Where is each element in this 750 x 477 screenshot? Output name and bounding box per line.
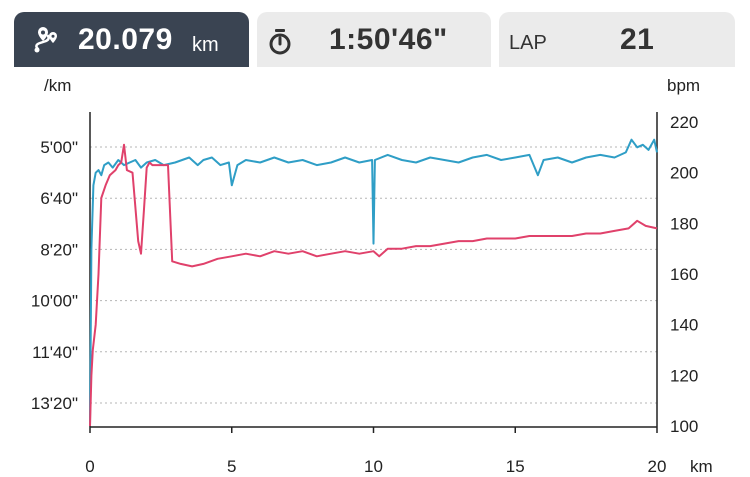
time-tab[interactable]: 1:50'46" bbox=[257, 12, 491, 67]
pace-heart-rate-chart: /km bpm 5'00" 6'40" 8'20" 10'00" 11'40" 13'20… bbox=[31, 77, 713, 476]
distance-tab[interactable]: 20.079 km bbox=[14, 12, 249, 67]
lap-count: 21 bbox=[620, 23, 655, 56]
right-tick-label: 180 bbox=[670, 214, 698, 233]
heart-rate-series-line bbox=[89, 143, 658, 427]
left-tick-label: 5'00" bbox=[40, 138, 78, 157]
x-tick-label: 10 bbox=[364, 457, 383, 476]
elapsed-time-value: 1:50'46" bbox=[329, 23, 448, 56]
x-tick-label: 5 bbox=[227, 457, 236, 476]
left-tick-label: 13'20" bbox=[31, 394, 78, 413]
right-tick-label: 140 bbox=[670, 316, 698, 335]
lap-label: LAP bbox=[509, 32, 547, 54]
lap-tab[interactable]: LAP 21 bbox=[499, 12, 735, 67]
x-tick-label: 20 bbox=[648, 457, 667, 476]
series-layer bbox=[89, 138, 658, 427]
right-axis-ticks: 100 120 140 160 180 200 220 bbox=[670, 113, 698, 436]
stopwatch-icon bbox=[269, 29, 291, 55]
left-tick-label: 10'00" bbox=[31, 292, 78, 311]
x-tick-label: 0 bbox=[85, 457, 94, 476]
right-tick-label: 200 bbox=[670, 164, 698, 183]
route-pin-icon bbox=[34, 27, 57, 53]
right-tick-label: 220 bbox=[670, 113, 698, 132]
left-axis-unit: /km bbox=[44, 77, 71, 95]
left-axis-ticks: 5'00" 6'40" 8'20" 10'00" 11'40" 13'20" bbox=[31, 138, 78, 413]
right-tick-label: 120 bbox=[670, 366, 698, 385]
left-tick-label: 11'40" bbox=[32, 343, 78, 362]
left-tick-label: 8'20" bbox=[40, 240, 78, 259]
distance-value: 20.079 bbox=[78, 23, 173, 56]
right-tick-label: 100 bbox=[670, 417, 698, 436]
right-axis-unit: bpm bbox=[667, 77, 700, 95]
right-tick-label: 160 bbox=[670, 265, 698, 284]
x-tick-label: 15 bbox=[506, 457, 525, 476]
distance-unit: km bbox=[192, 34, 219, 56]
x-axis-label: km bbox=[690, 457, 713, 476]
left-tick-label: 6'40" bbox=[40, 189, 78, 208]
x-axis-ticks: 0 5 10 15 20 bbox=[85, 427, 666, 476]
pace-series-line bbox=[89, 138, 658, 427]
